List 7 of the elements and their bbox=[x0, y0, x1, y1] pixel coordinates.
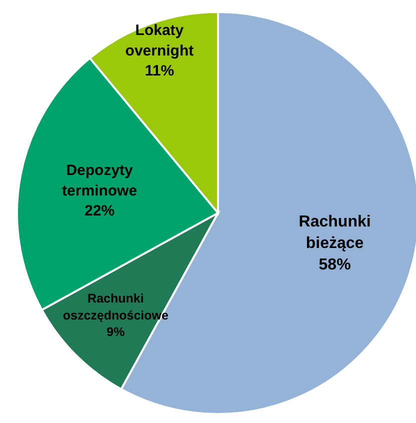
data-label: 22% bbox=[84, 202, 115, 220]
data-label: 58% bbox=[318, 256, 351, 274]
data-label: 11% bbox=[144, 62, 174, 80]
slice-label: Lokaty overnight bbox=[125, 22, 194, 59]
slice-label: Rachunki bieżące bbox=[298, 212, 371, 252]
slice-label: Depozyty terminowe bbox=[62, 162, 138, 199]
data-label: 9% bbox=[106, 325, 125, 340]
